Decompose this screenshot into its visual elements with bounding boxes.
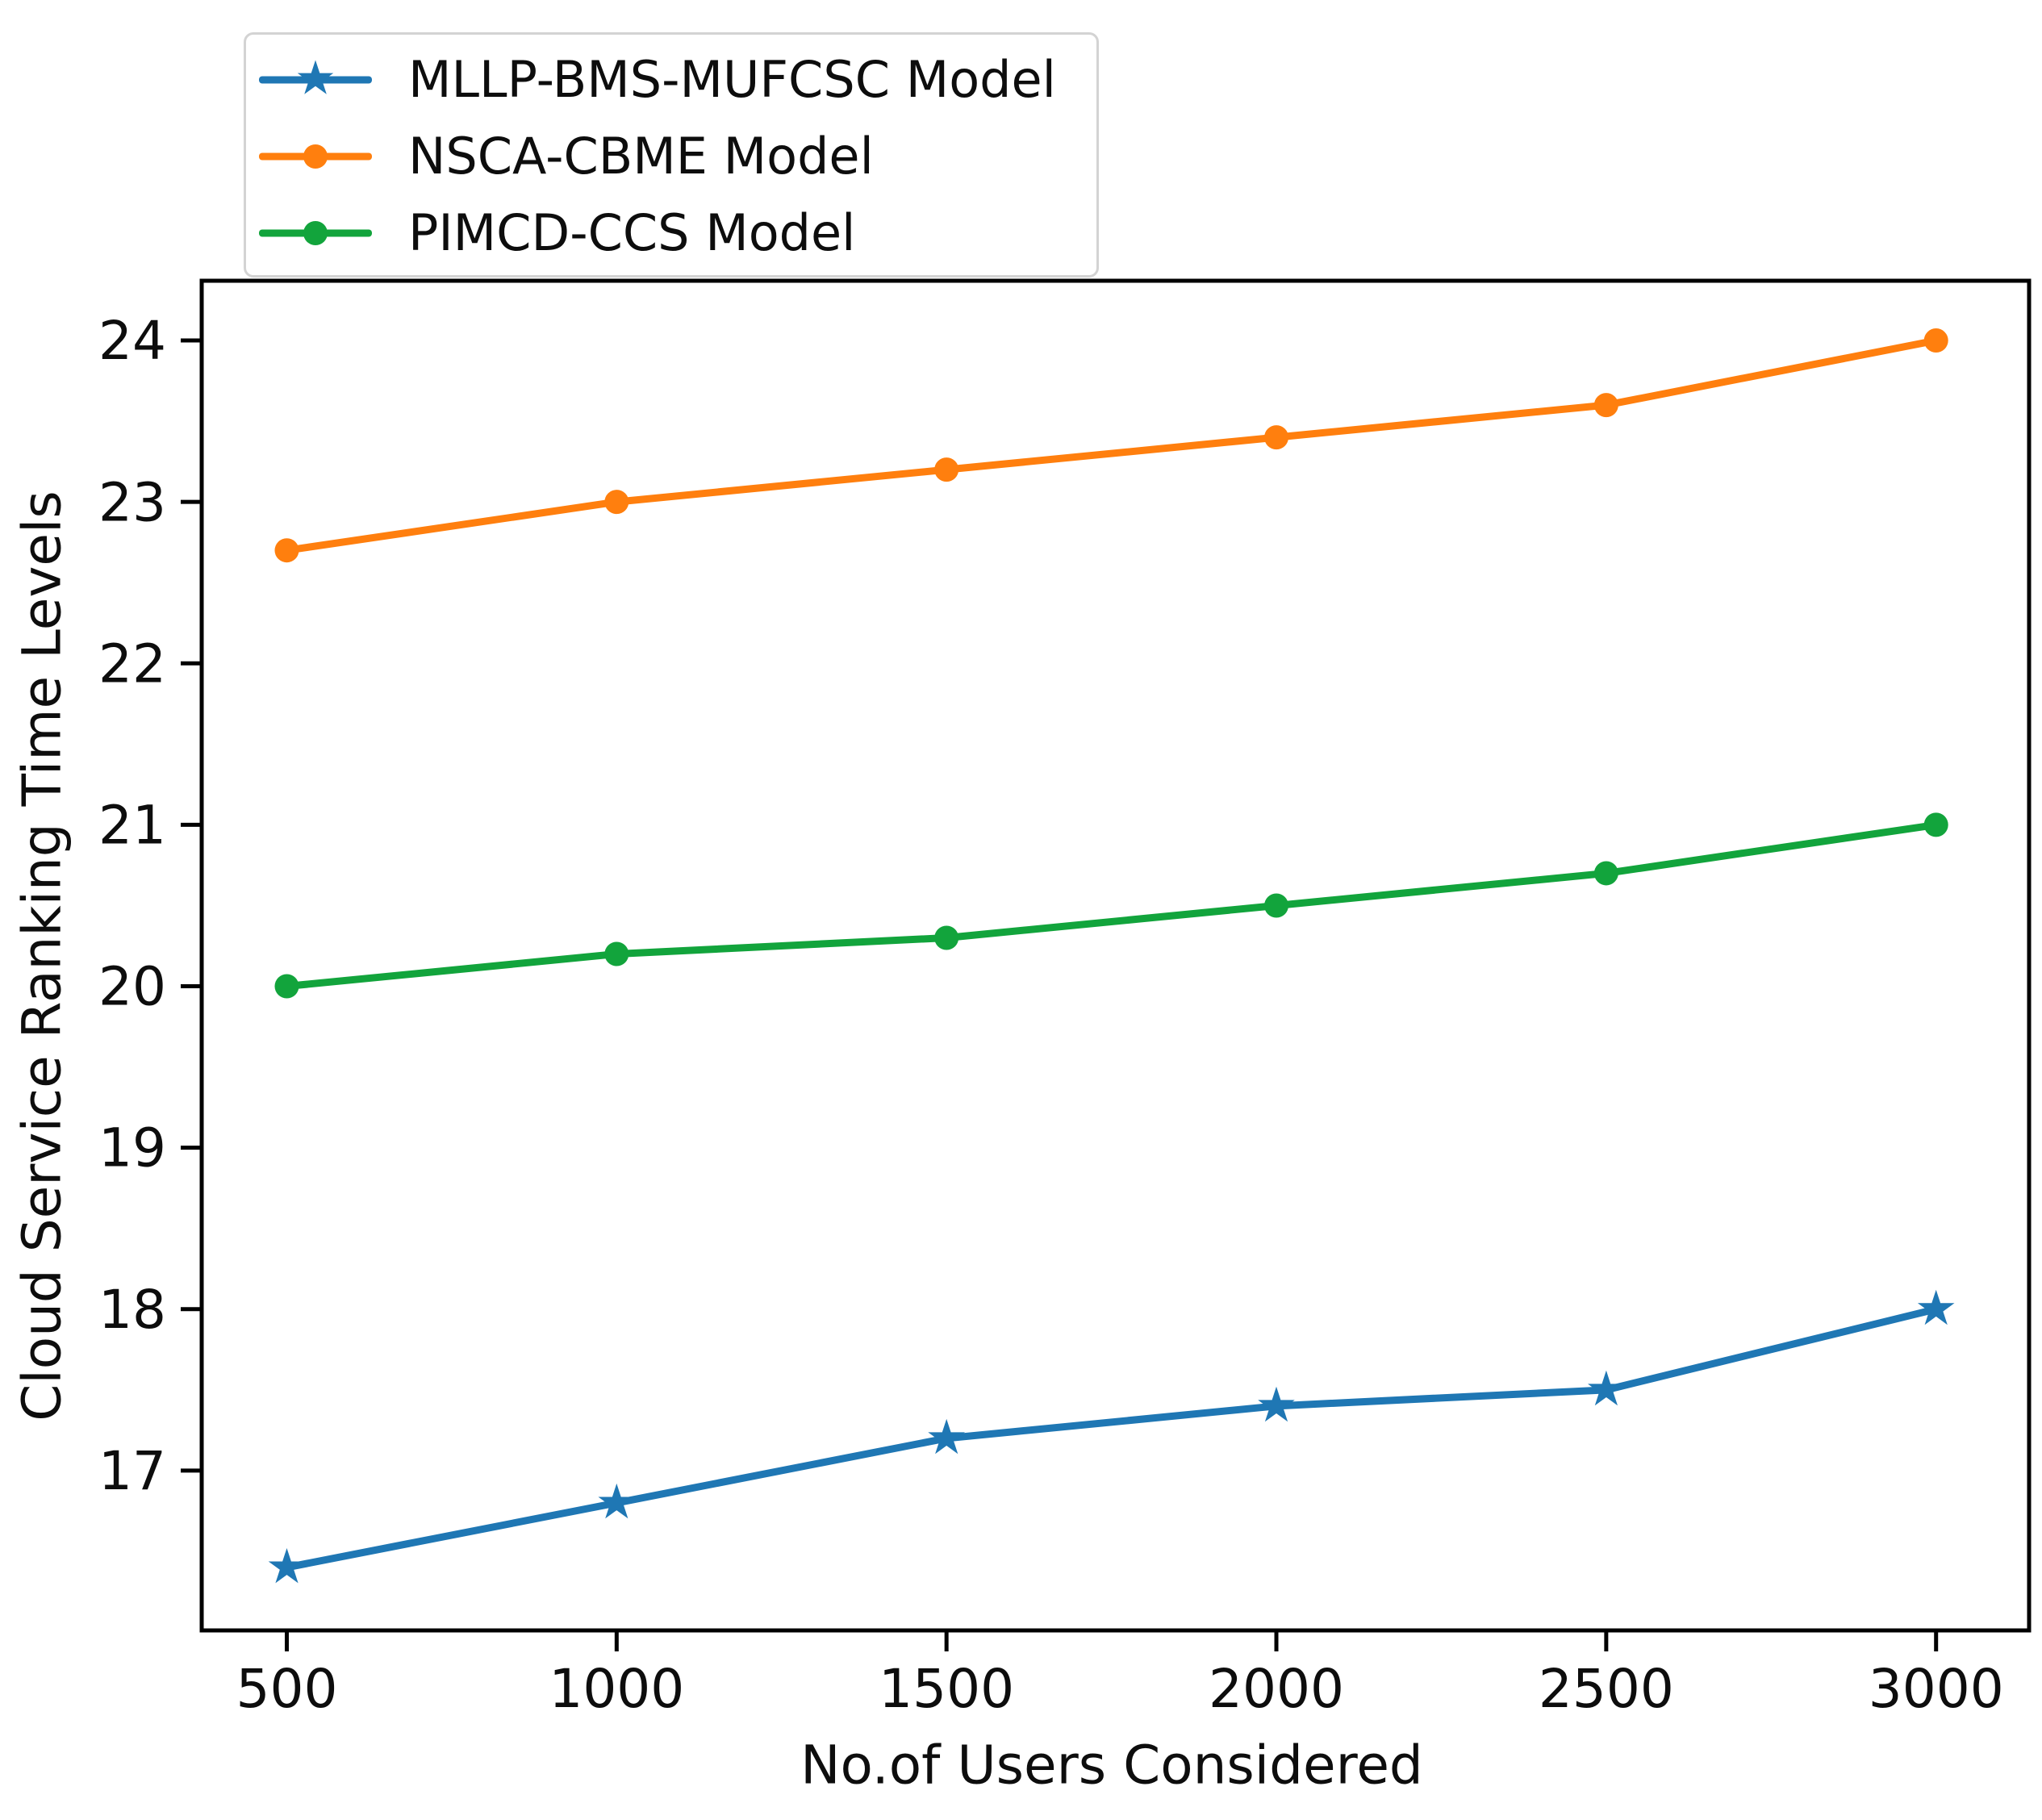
x-tick-label: 1500 — [879, 1658, 1014, 1720]
legend-label: PIMCD-CCS Model — [408, 203, 856, 262]
y-axis-label: Cloud Service Ranking Time Levels — [10, 490, 73, 1421]
data-point-circle-pimcd-ccs-model — [274, 974, 299, 999]
legend-item-nsca-cbme: NSCA-CBME Model — [246, 118, 1096, 194]
y-tick-label: 20 — [98, 956, 166, 1018]
legend-label: MLLP-BMS-MUFCSC Model — [408, 50, 1056, 109]
data-point-star-mllp-bms-mufcsc-model — [1588, 1370, 1625, 1406]
data-point-star-mllp-bms-mufcsc-model — [1917, 1289, 1955, 1325]
legend-item-mllp-bms-mufcsc: ★ MLLP-BMS-MUFCSC Model — [246, 41, 1096, 118]
y-tick-label: 18 — [98, 1279, 166, 1341]
x-tick-label: 2000 — [1209, 1658, 1344, 1720]
y-tick-label: 19 — [98, 1117, 166, 1179]
legend-line-sample — [259, 76, 372, 83]
data-point-circle-pimcd-ccs-model — [934, 925, 959, 950]
data-point-circle-pimcd-ccs-model — [1593, 861, 1618, 886]
legend-label: NSCA-CBME Model — [408, 127, 874, 186]
y-tick-label: 23 — [98, 471, 166, 533]
circle-marker-icon — [303, 144, 328, 169]
legend-swatch — [259, 194, 372, 271]
x-tick-label: 2500 — [1539, 1658, 1674, 1720]
data-point-circle-pimcd-ccs-model — [1264, 893, 1289, 918]
data-point-star-mllp-bms-mufcsc-model — [268, 1548, 306, 1584]
plot-frame — [199, 278, 2032, 1633]
data-point-star-mllp-bms-mufcsc-model — [1258, 1386, 1295, 1422]
data-point-star-mllp-bms-mufcsc-model — [598, 1483, 636, 1519]
star-marker-icon: ★ — [294, 50, 336, 106]
data-point-circle-nsca-cbme-model — [1264, 425, 1289, 450]
x-tick-label: 1000 — [549, 1658, 684, 1720]
data-point-circle-nsca-cbme-model — [934, 457, 959, 482]
circle-marker-icon — [303, 220, 328, 245]
data-point-circle-nsca-cbme-model — [1593, 393, 1618, 418]
series-line-nsca-cbme-model — [282, 336, 1940, 554]
series-line-mllp-bms-mufcsc-model — [282, 1305, 1940, 1572]
legend-swatch: ★ — [259, 41, 372, 118]
x-axis-label: No.of Users Considered — [800, 1734, 1423, 1797]
legend-swatch — [259, 118, 372, 194]
data-point-star-mllp-bms-mufcsc-model — [928, 1418, 965, 1455]
y-tick-label: 24 — [98, 310, 166, 372]
x-tick-label: 500 — [236, 1658, 337, 1720]
data-point-circle-nsca-cbme-model — [274, 538, 299, 563]
x-tick-label: 3000 — [1869, 1658, 2004, 1720]
legend-item-pimcd-ccs: PIMCD-CCS Model — [246, 194, 1096, 271]
data-point-circle-pimcd-ccs-model — [604, 941, 629, 966]
y-tick-label: 22 — [98, 632, 166, 695]
y-tick-label: 21 — [98, 795, 166, 857]
y-tick-label: 17 — [98, 1440, 166, 1502]
data-point-circle-nsca-cbme-model — [604, 490, 629, 515]
data-point-circle-pimcd-ccs-model — [1923, 812, 1948, 837]
data-point-circle-nsca-cbme-model — [1923, 328, 1948, 353]
series-line-pimcd-ccs-model — [282, 820, 1940, 991]
legend: ★ MLLP-BMS-MUFCSC Model NSCA-CBME Model … — [244, 32, 1099, 278]
